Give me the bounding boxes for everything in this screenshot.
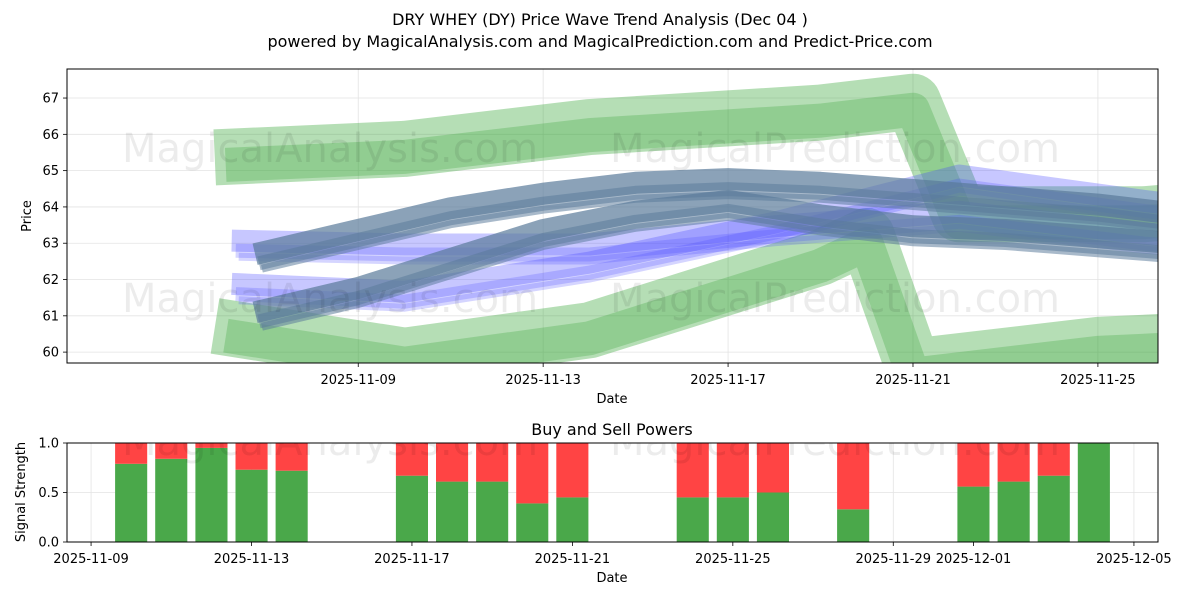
buy-bar-2025-11-10 <box>115 463 148 542</box>
sell-bar-2025-11-11 <box>155 443 188 459</box>
buy-bar-2025-12-04 <box>1077 443 1110 542</box>
signal-x-label: Date <box>596 571 627 586</box>
signal-x-tick-label: 2025-11-17 <box>374 552 450 567</box>
sell-bar-2025-11-14 <box>275 443 308 471</box>
price-y-label: Price <box>20 200 35 232</box>
watermark-5: MagicalAnalysis.com <box>122 419 538 465</box>
buy-bar-2025-12-02 <box>997 481 1030 542</box>
buy-bar-2025-11-18 <box>436 481 469 542</box>
sell-bar-2025-11-13 <box>235 443 268 470</box>
price-y-tick-label: 64 <box>42 200 59 215</box>
signal-axes: 0.0 0.5 1.0 2025-11-09 2025-11-13 2025-11-17 2… <box>38 437 1171 568</box>
price-series-green-band-lower-stroke-1 <box>223 227 1158 363</box>
sell-bar-2025-11-10 <box>115 443 148 464</box>
price-series-green-band-upper-stroke-1 <box>224 92 1158 240</box>
sell-bar-2025-11-17 <box>395 443 428 476</box>
sell-bar-2025-11-26 <box>756 443 789 493</box>
price-axes: 60 61 62 63 64 65 66 67 2025-11-09 2025-11-13 2025… <box>42 92 1136 388</box>
signal-x-tick-label: 2025-11-25 <box>695 552 771 567</box>
signal-y-tick-label: 0.5 <box>38 486 59 501</box>
buy-bar-2025-11-19 <box>476 481 509 542</box>
signal-y-tick-label: 1.0 <box>38 437 59 452</box>
chart-subtitle: powered by MagicalAnalysis.com and Magic… <box>267 32 932 51</box>
signal-x-tick-label: 2025-11-29 <box>855 552 931 567</box>
sell-bar-2025-11-28 <box>837 443 870 510</box>
price-series-steel-line-2-stroke-1 <box>257 203 1158 329</box>
price-x-tick-label: 2025-11-25 <box>1060 373 1136 388</box>
buy-bar-2025-11-25 <box>716 497 749 542</box>
watermark-3: MagicalAnalysis.com <box>122 276 538 322</box>
signal-x-tick-label: 2025-12-05 <box>1096 552 1172 567</box>
price-y-tick-label: 67 <box>42 92 59 107</box>
price-x-tick-label: 2025-11-21 <box>875 373 951 388</box>
price-series-steel-line-2-stroke-2 <box>260 212 1158 331</box>
signal-y-label: Signal Strength <box>14 442 29 542</box>
signal-x-tick-label: 2025-12-01 <box>936 552 1012 567</box>
signal-watermarks: MagicalAnalysis.com MagicalPrediction.co… <box>122 419 1060 465</box>
signal-bars <box>115 443 1110 542</box>
signal-title: Buy and Sell Powers <box>531 420 693 439</box>
price-series-steel-line-1-stroke-2 <box>260 191 1158 273</box>
sell-bar-2025-11-25 <box>716 443 749 498</box>
price-y-tick-label: 66 <box>42 128 59 143</box>
price-chart: MagicalAnalysis.com MagicalPrediction.co… <box>20 68 1159 407</box>
price-x-tick-label: 2025-11-09 <box>320 373 396 388</box>
chart-title: DRY WHEY (DY) Price Wave Trend Analysis … <box>392 10 808 29</box>
watermark-4: MagicalPrediction.com <box>610 276 1060 322</box>
buy-bar-2025-11-20 <box>516 503 549 542</box>
signal-y-tick-label: 0.0 <box>38 536 59 551</box>
signal-x-tick-label: 2025-11-21 <box>535 552 611 567</box>
sell-bar-2025-11-20 <box>516 443 549 504</box>
price-series <box>210 73 1158 363</box>
sell-bar-2025-11-12 <box>195 443 228 448</box>
price-watermarks: MagicalAnalysis.com MagicalPrediction.co… <box>122 126 1060 322</box>
price-y-tick-label: 65 <box>42 164 59 179</box>
buy-bar-2025-12-01 <box>957 486 990 542</box>
price-series-steel-line-1-stroke-0 <box>252 168 1158 265</box>
price-series-green-band-upper-stroke-0 <box>213 73 1158 243</box>
sell-bar-2025-12-02 <box>997 443 1030 482</box>
signal-x-tick-label: 2025-11-13 <box>214 552 290 567</box>
buy-bar-2025-11-11 <box>155 458 188 542</box>
buy-bar-2025-11-12 <box>195 447 228 542</box>
sell-bar-2025-11-24 <box>676 443 709 498</box>
price-y-tick-label: 62 <box>42 273 59 288</box>
buy-bar-2025-11-14 <box>275 470 308 542</box>
price-series-blue-band-lower-stroke-0 <box>231 164 1158 303</box>
signal-chart: Buy and Sell Powers MagicalAnalysis.com … <box>14 419 1172 586</box>
watermark-2: MagicalPrediction.com <box>610 126 1060 172</box>
sell-bar-2025-11-18 <box>436 443 469 482</box>
signal-x-tick-label: 2025-11-09 <box>53 552 129 567</box>
buy-bar-2025-11-21 <box>556 497 589 542</box>
price-x-tick-label: 2025-11-13 <box>505 373 581 388</box>
sell-bar-2025-11-21 <box>556 443 589 498</box>
price-y-tick-label: 63 <box>42 237 59 252</box>
price-y-tick-label: 61 <box>42 309 59 324</box>
price-plot-frame <box>66 68 1159 364</box>
sell-bar-2025-11-19 <box>476 443 509 482</box>
buy-bar-2025-11-26 <box>756 492 789 542</box>
sell-bar-2025-12-01 <box>957 443 990 487</box>
buy-bar-2025-12-03 <box>1037 475 1070 542</box>
price-series-green-band-lower-stroke-0 <box>210 208 1158 363</box>
buy-bar-2025-11-17 <box>395 475 428 542</box>
sell-bar-2025-12-03 <box>1037 443 1070 476</box>
buy-bar-2025-11-24 <box>676 497 709 542</box>
price-y-tick-label: 60 <box>42 346 59 361</box>
price-x-tick-label: 2025-11-17 <box>690 373 766 388</box>
watermark-1: MagicalAnalysis.com <box>122 126 538 172</box>
price-series-steel-line-1-stroke-1 <box>257 182 1158 271</box>
price-x-label: Date <box>596 392 627 407</box>
buy-bar-2025-11-13 <box>235 469 268 542</box>
buy-bar-2025-11-28 <box>837 509 870 542</box>
watermark-6: MagicalPrediction.com <box>610 419 1060 465</box>
price-series-steel-line-2-stroke-0 <box>252 189 1158 324</box>
